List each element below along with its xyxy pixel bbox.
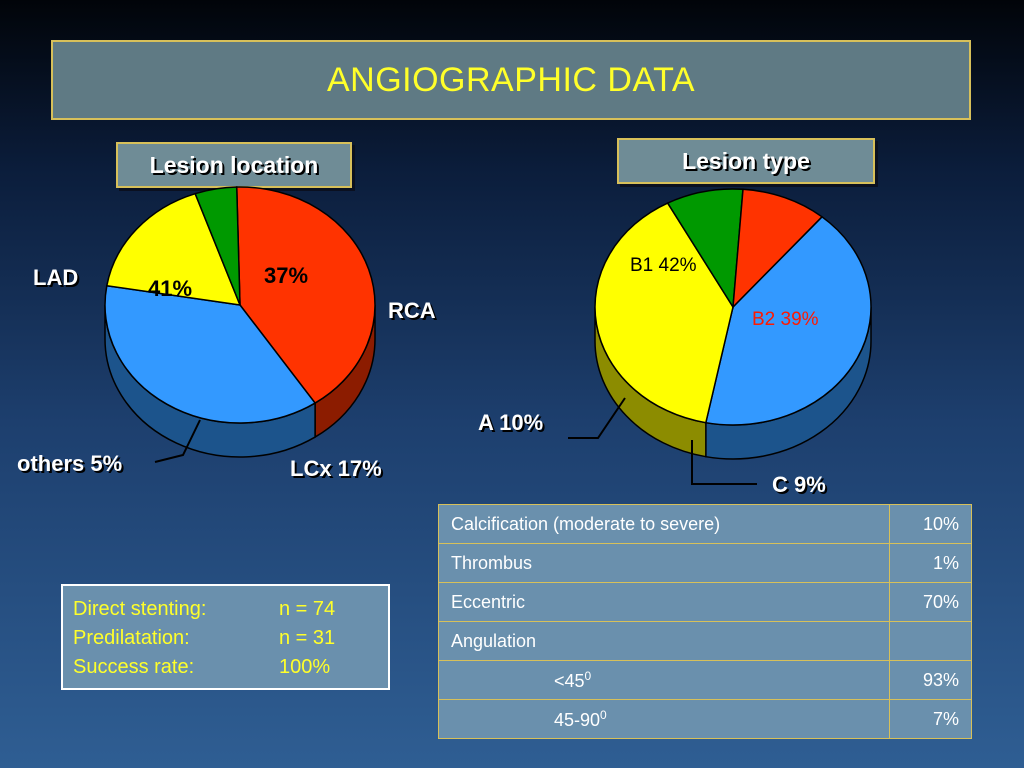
label-b2: B2 39% <box>752 309 819 330</box>
table-cell-value: 93% <box>889 660 972 700</box>
table-cell-value: 70% <box>889 582 972 622</box>
title-banner: ANGIOGRAPHIC DATA <box>51 40 971 120</box>
label-a-shadow: A 10% <box>480 412 545 437</box>
table-row: Eccentric 70% <box>438 582 972 622</box>
value-lad: 41% <box>148 276 192 301</box>
pie-slice-lad <box>235 186 376 405</box>
table-row: Angulation <box>438 621 972 661</box>
table-cell-value: 10% <box>889 504 972 544</box>
label-c: C 9% <box>772 472 826 497</box>
table-row: 45-900 7% <box>438 699 972 739</box>
table-cell-label: <450 <box>438 660 890 700</box>
table-cell-label: Thrombus <box>438 543 890 583</box>
row-label-text: 45-90 <box>554 709 601 730</box>
pie-lesion-type: B1 42%B2 39%C 9%C 9%A 10%A 10% <box>478 188 872 499</box>
degree-superscript: 0 <box>584 668 592 683</box>
stenting-value: n = 74 <box>279 598 336 620</box>
label-lcx-shadow: LCx 17% <box>292 458 384 483</box>
label-lcx: LCx 17% <box>290 456 382 481</box>
pie-slice-a-10 <box>732 188 824 310</box>
lesion-characteristics-table: Calcification (moderate to severe) 10% Thr… <box>438 504 972 739</box>
stenting-label: Success rate: <box>73 656 195 678</box>
pie-slice-b2-39 <box>594 202 734 424</box>
pie-slice-b1-42 <box>704 215 872 426</box>
stenting-row: Direct stenting: n = 74 <box>73 595 378 624</box>
row-label-text: Thrombus <box>451 552 533 573</box>
stenting-value: n = 31 <box>279 627 336 649</box>
row-label-text: <45 <box>554 670 585 691</box>
table-cell-label: 45-900 <box>438 699 890 739</box>
row-label-text: Eccentric <box>451 591 526 612</box>
label-a: A 10% <box>478 410 543 435</box>
table-row: <450 93% <box>438 660 972 700</box>
lesion-location-title: Lesion location <box>149 151 319 178</box>
pie-slice-others-5 <box>194 186 241 306</box>
label-lad: LAD <box>33 265 78 290</box>
leader-a <box>568 397 626 439</box>
label-others-shadow: others 5% <box>19 453 124 478</box>
stenting-label: Predilatation: <box>73 627 190 649</box>
stenting-label: Direct stenting: <box>73 598 207 620</box>
page-title: ANGIOGRAPHIC DATA <box>326 60 696 99</box>
lesion-type-caption: Lesion type <box>617 138 875 184</box>
value-rca: 37% <box>264 263 308 288</box>
pie-slice-lcx-17 <box>105 192 242 306</box>
label-rca: RCA <box>388 298 436 323</box>
table-row: Calcification (moderate to severe) 10% <box>438 504 972 544</box>
label-rca-shadow: RCA <box>390 300 438 325</box>
table-cell-label: Angulation <box>438 621 890 661</box>
leader-others <box>154 419 201 463</box>
label-c-shadow: C 9% <box>774 474 828 499</box>
row-label-text: Calcification (moderate to severe) <box>451 513 721 534</box>
stenting-value: 100% <box>279 656 331 678</box>
degree-superscript: 0 <box>600 707 607 722</box>
leader-c <box>691 440 757 485</box>
row-label-text: Angulation <box>451 630 537 651</box>
table-cell-value: 7% <box>889 699 972 739</box>
label-lad-shadow: LAD <box>35 267 80 292</box>
stenting-summary-box: Direct stenting: n = 74 Predilatation: n… <box>61 584 390 690</box>
stenting-row: Success rate: 100% <box>73 653 378 682</box>
pie-slice-rca <box>104 284 317 424</box>
label-others: others 5% <box>17 451 122 476</box>
table-cell-value: 1% <box>889 543 972 583</box>
table-cell-label: Eccentric <box>438 582 890 622</box>
stenting-row: Predilatation: n = 31 <box>73 624 378 653</box>
lesion-type-title: Lesion type <box>682 147 810 174</box>
label-b1: B1 42% <box>630 255 697 276</box>
table-row: Thrombus 1% <box>438 543 972 583</box>
table-cell-value <box>889 621 972 661</box>
table-cell-label: Calcification (moderate to severe) <box>438 504 890 544</box>
